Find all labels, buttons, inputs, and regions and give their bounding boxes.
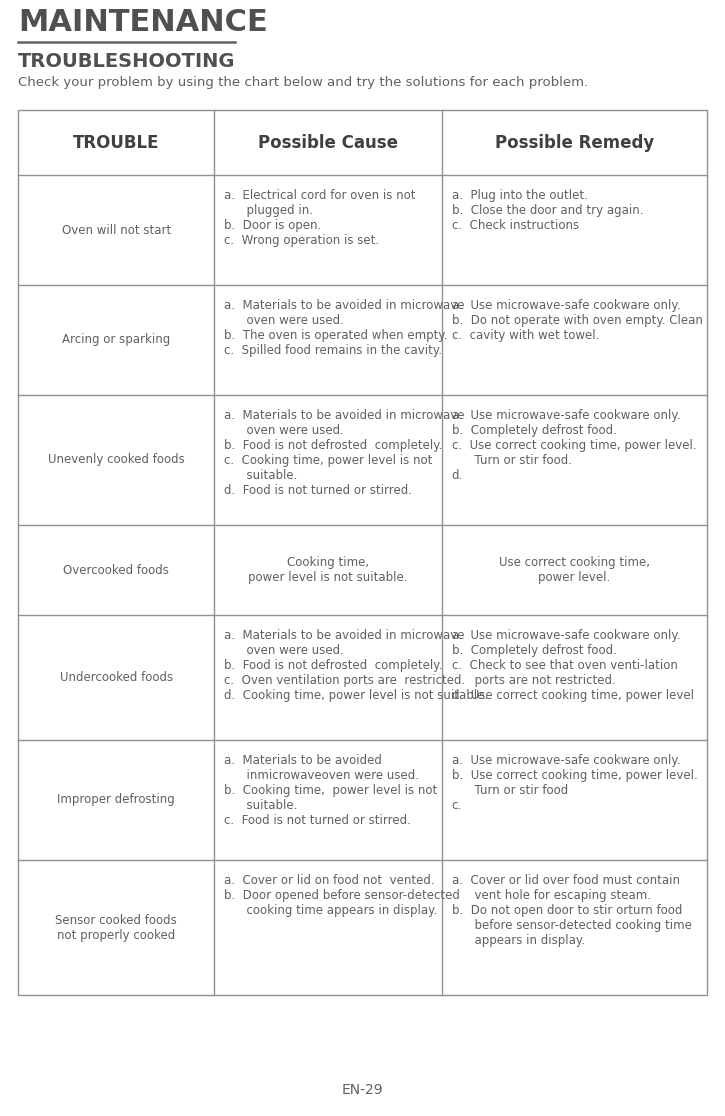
Text: Arcing or sparking: Arcing or sparking	[62, 334, 170, 346]
Text: Undercooked foods: Undercooked foods	[59, 671, 173, 684]
Text: a.  Use microwave-safe cookware only.
b.  Completely defrost food.
c.  Check to : a. Use microwave-safe cookware only. b. …	[452, 629, 694, 702]
Text: Use correct cooking time,
power level.: Use correct cooking time, power level.	[499, 556, 650, 584]
Text: Oven will not start: Oven will not start	[62, 223, 171, 237]
Text: Sensor cooked foods
not properly cooked: Sensor cooked foods not properly cooked	[55, 914, 177, 942]
Text: a.  Cover or lid on food not  vented.
b.  Door opened before sensor-detected
   : a. Cover or lid on food not vented. b. D…	[224, 874, 460, 917]
Text: a.  Use microwave-safe cookware only.
b.  Use correct cooking time, power level.: a. Use microwave-safe cookware only. b. …	[452, 754, 697, 812]
Text: Possible Remedy: Possible Remedy	[494, 134, 654, 152]
Text: a.  Materials to be avoided in microwave
      oven were used.
b.  The oven is o: a. Materials to be avoided in microwave …	[224, 299, 465, 357]
Text: Improper defrosting: Improper defrosting	[57, 793, 175, 807]
Text: a.  Materials to be avoided in microwave
      oven were used.
b.  Food is not d: a. Materials to be avoided in microwave …	[224, 629, 489, 702]
Text: a.  Use microwave-safe cookware only.
b.  Do not operate with oven empty. Clean
: a. Use microwave-safe cookware only. b. …	[452, 299, 703, 341]
Text: Overcooked foods: Overcooked foods	[63, 564, 169, 577]
Text: Possible Cause: Possible Cause	[258, 134, 398, 152]
Text: EN-29: EN-29	[341, 1083, 384, 1097]
Text: a.  Cover or lid over food must contain
      vent hole for escaping steam.
b.  : a. Cover or lid over food must contain v…	[452, 874, 692, 947]
Text: a.  Materials to be avoided
      inmicrowaveoven were used.
b.  Cooking time,  : a. Materials to be avoided inmicrowaveov…	[224, 754, 438, 827]
Text: Check your problem by using the chart below and try the solutions for each probl: Check your problem by using the chart be…	[18, 76, 588, 89]
Text: a.  Materials to be avoided in microwave
      oven were used.
b.  Food is not d: a. Materials to be avoided in microwave …	[224, 408, 465, 497]
Text: a.  Use microwave-safe cookware only.
b.  Completely defrost food.
c.  Use corre: a. Use microwave-safe cookware only. b. …	[452, 408, 696, 482]
Text: TROUBLESHOOTING: TROUBLESHOOTING	[18, 52, 236, 71]
Text: Cooking time,
power level is not suitable.: Cooking time, power level is not suitabl…	[248, 556, 407, 584]
Text: TROUBLE: TROUBLE	[73, 134, 160, 152]
Text: Unevenly cooked foods: Unevenly cooked foods	[48, 453, 185, 466]
Bar	[18, 110, 707, 995]
Text: MAINTENANCE: MAINTENANCE	[18, 8, 268, 37]
Text: a.  Plug into the outlet.
b.  Close the door and try again.
c.  Check instructio: a. Plug into the outlet. b. Close the do…	[452, 189, 643, 232]
Text: a.  Electrical cord for oven is not
      plugged in.
b.  Door is open.
c.  Wron: a. Electrical cord for oven is not plugg…	[224, 189, 416, 247]
